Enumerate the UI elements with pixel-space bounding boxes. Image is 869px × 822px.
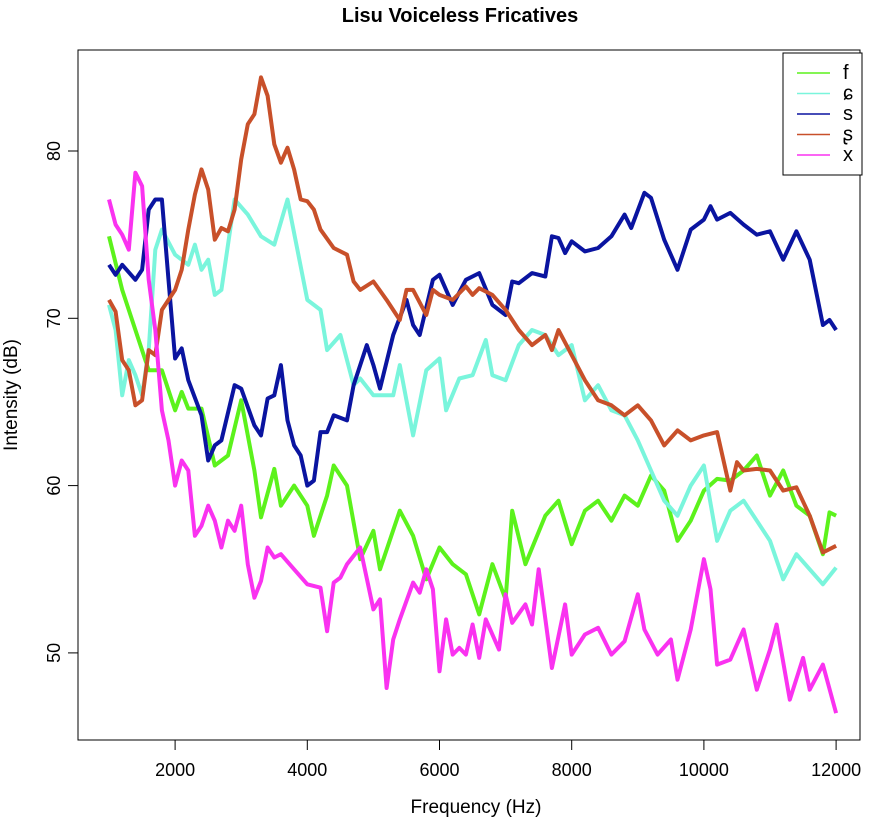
x-tick-label: 4000 bbox=[287, 760, 327, 780]
y-tick-label: 70 bbox=[44, 308, 64, 328]
x-tick-label: 6000 bbox=[419, 760, 459, 780]
legend-label: x bbox=[843, 144, 853, 166]
x-axis-label: Frequency (Hz) bbox=[411, 797, 542, 818]
series-line-0 bbox=[107, 235, 837, 617]
series-line-4 bbox=[107, 170, 839, 714]
series-line-3 bbox=[107, 75, 838, 555]
chart-title: Lisu Voiceless Fricatives bbox=[342, 5, 578, 27]
legend-label: ʂ bbox=[843, 124, 853, 146]
y-tick-label: 60 bbox=[44, 476, 64, 496]
legend-label: s bbox=[843, 103, 853, 125]
y-tick-label: 50 bbox=[44, 643, 64, 663]
legend-label: ɕ bbox=[843, 83, 853, 105]
y-tick-label: 80 bbox=[44, 141, 64, 161]
x-tick-label: 2000 bbox=[155, 760, 195, 780]
y-axis-label: Intensity (dB) bbox=[1, 339, 22, 451]
x-tick-label: 8000 bbox=[552, 760, 592, 780]
series-line-1 bbox=[107, 197, 838, 587]
x-tick-label: 10000 bbox=[679, 760, 729, 780]
legend-label: f bbox=[843, 62, 849, 84]
series-line-2 bbox=[107, 190, 838, 488]
x-tick-label: 12000 bbox=[811, 760, 861, 780]
